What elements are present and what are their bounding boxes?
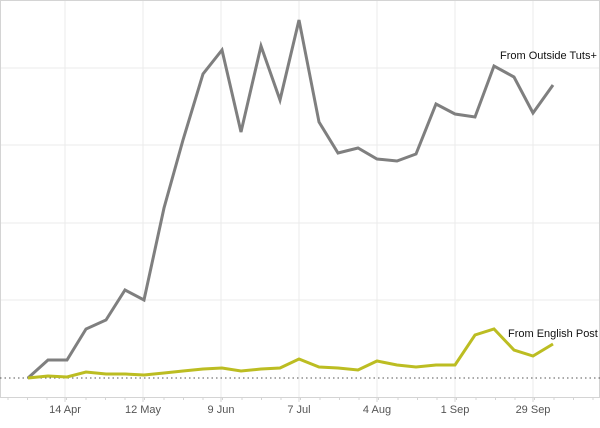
x-axis-tick-labels: 14 Apr 12 May 9 Jun 7 Jul 4 Aug 1 Sep 29 Sep	[49, 404, 550, 416]
series-label: From English Post	[508, 328, 598, 340]
x-tick-label: 9 Jun	[208, 404, 235, 416]
x-tick-label: 4 Aug	[363, 404, 391, 416]
series-labels: From Outside Tuts+ From English Post	[500, 50, 598, 340]
series-label: From Outside Tuts+	[500, 50, 597, 62]
x-tick-label: 29 Sep	[516, 404, 551, 416]
x-tick-label: 7 Jul	[287, 404, 310, 416]
series-lines	[26, 19, 555, 380]
series-line-0	[26, 19, 555, 380]
x-tick-label: 14 Apr	[49, 404, 81, 416]
gridlines	[1, 0, 599, 397]
x-tick-label: 1 Sep	[441, 404, 470, 416]
x-tick-label: 12 May	[125, 404, 162, 416]
series-line-1	[27, 327, 554, 380]
